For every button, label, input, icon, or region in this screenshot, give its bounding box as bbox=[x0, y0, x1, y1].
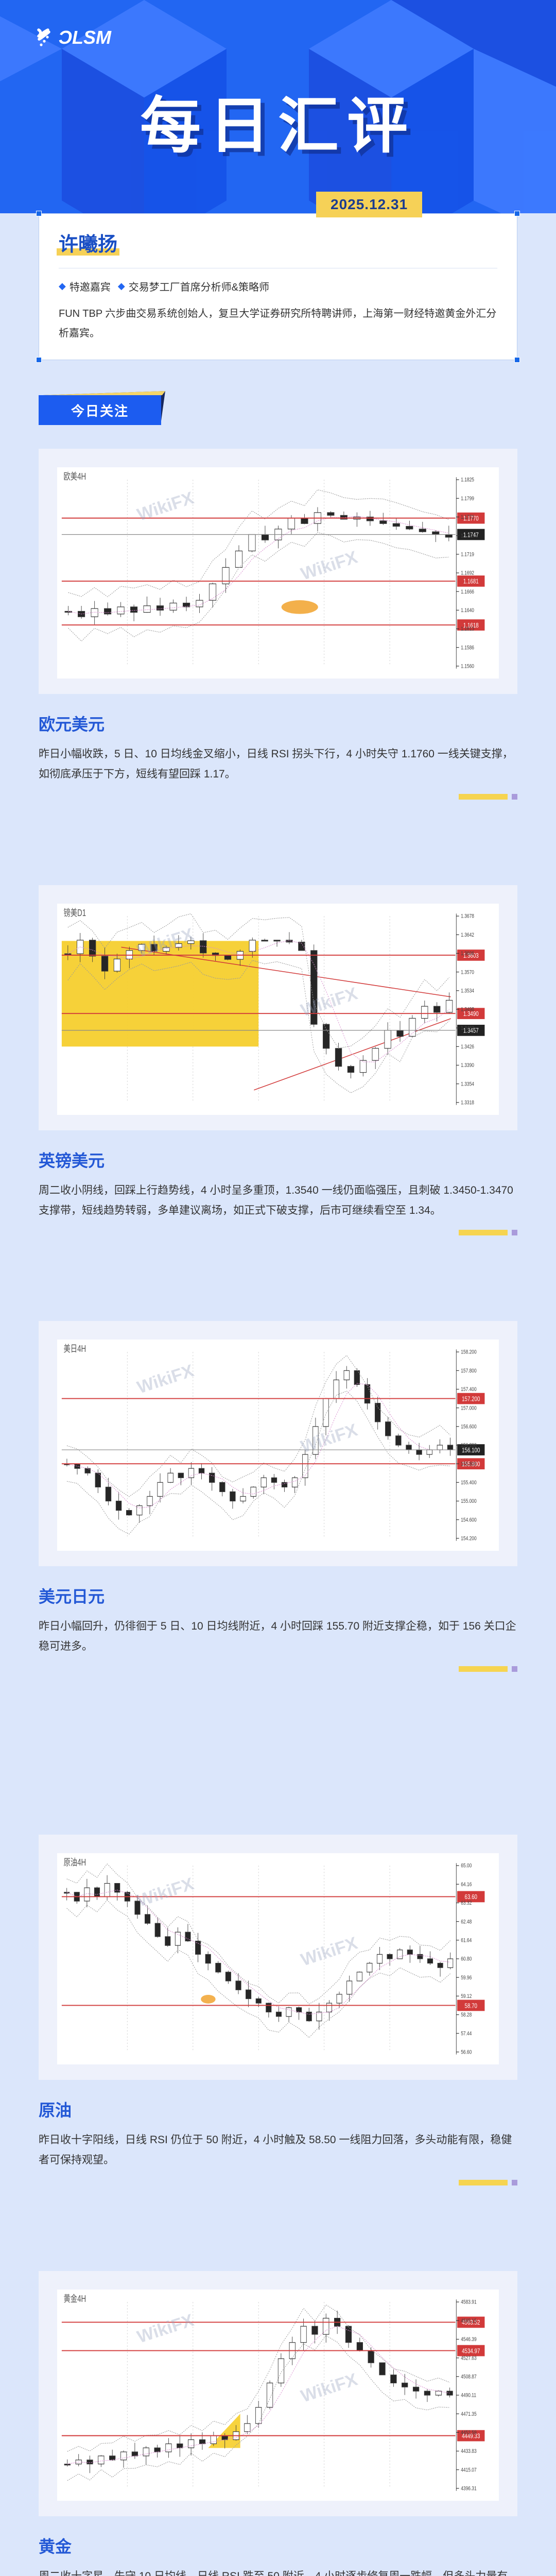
svg-text:1.3462: 1.3462 bbox=[461, 1025, 474, 1031]
svg-text:4433.83: 4433.83 bbox=[461, 2448, 477, 2455]
svg-text:158.200: 158.200 bbox=[461, 1349, 477, 1356]
svg-text:4565.15: 4565.15 bbox=[461, 2318, 477, 2325]
svg-text:1.1613: 1.1613 bbox=[461, 626, 474, 633]
svg-text:4490.11: 4490.11 bbox=[461, 2392, 476, 2399]
svg-text:1.3570: 1.3570 bbox=[461, 969, 474, 976]
svg-text:1.1681: 1.1681 bbox=[463, 578, 479, 585]
svg-text:58.70: 58.70 bbox=[465, 2002, 478, 2010]
svg-text:1.1692: 1.1692 bbox=[461, 570, 474, 577]
svg-text:155.400: 155.400 bbox=[461, 1480, 477, 1486]
svg-text:1.3534: 1.3534 bbox=[461, 988, 474, 994]
svg-text:1.3390: 1.3390 bbox=[461, 1062, 474, 1069]
svg-text:59.96: 59.96 bbox=[461, 1975, 472, 1981]
svg-text:154.200: 154.200 bbox=[461, 1536, 477, 1543]
svg-text:155.000: 155.000 bbox=[461, 1498, 477, 1505]
svg-text:1.3318: 1.3318 bbox=[461, 1099, 474, 1106]
svg-text:1.1772: 1.1772 bbox=[461, 514, 474, 521]
svg-text:原油4H: 原油4H bbox=[63, 1857, 86, 1868]
svg-text:1.1745: 1.1745 bbox=[461, 533, 474, 539]
svg-text:62.48: 62.48 bbox=[461, 1919, 472, 1925]
svg-text:1.1666: 1.1666 bbox=[461, 589, 474, 596]
svg-text:64.16: 64.16 bbox=[461, 1882, 472, 1888]
svg-text:154.600: 154.600 bbox=[461, 1517, 477, 1524]
svg-text:1.1719: 1.1719 bbox=[461, 551, 474, 558]
svg-text:157.000: 157.000 bbox=[461, 1405, 477, 1412]
svg-text:1.1799: 1.1799 bbox=[461, 496, 474, 502]
svg-text:65.00: 65.00 bbox=[461, 1863, 472, 1870]
svg-text:59.12: 59.12 bbox=[461, 1993, 472, 2000]
svg-text:4508.87: 4508.87 bbox=[461, 2374, 477, 2380]
svg-text:63.32: 63.32 bbox=[461, 1900, 472, 1907]
svg-text:欧美4H: 欧美4H bbox=[63, 471, 86, 482]
svg-text:4534.97: 4534.97 bbox=[462, 2347, 480, 2355]
svg-text:1.1825: 1.1825 bbox=[461, 477, 474, 484]
svg-text:4546.39: 4546.39 bbox=[461, 2336, 477, 2343]
svg-text:4583.91: 4583.91 bbox=[461, 2299, 477, 2306]
svg-text:157.200: 157.200 bbox=[462, 1395, 480, 1403]
svg-text:60.80: 60.80 bbox=[461, 1956, 472, 1963]
svg-text:1.1640: 1.1640 bbox=[461, 607, 474, 614]
svg-text:58.28: 58.28 bbox=[461, 2012, 472, 2019]
svg-text:4415.07: 4415.07 bbox=[461, 2467, 477, 2473]
svg-text:4471.35: 4471.35 bbox=[461, 2411, 477, 2417]
svg-text:1.3678: 1.3678 bbox=[461, 913, 474, 920]
svg-text:1.1586: 1.1586 bbox=[461, 645, 474, 651]
svg-text:1.3606: 1.3606 bbox=[461, 951, 474, 957]
svg-text:157.400: 157.400 bbox=[461, 1386, 477, 1393]
svg-text:镑美D1: 镑美D1 bbox=[63, 908, 86, 918]
svg-text:4396.31: 4396.31 bbox=[461, 2485, 477, 2492]
svg-text:56.60: 56.60 bbox=[461, 2049, 472, 2056]
svg-text:黄金4H: 黄金4H bbox=[63, 2294, 86, 2304]
svg-text:57.44: 57.44 bbox=[461, 2030, 472, 2037]
svg-text:1.1560: 1.1560 bbox=[461, 663, 474, 670]
svg-text:1.3426: 1.3426 bbox=[461, 1044, 474, 1050]
svg-text:156.200: 156.200 bbox=[461, 1443, 477, 1449]
svg-text:155.800: 155.800 bbox=[461, 1461, 477, 1468]
svg-text:美日4H: 美日4H bbox=[63, 1344, 86, 1354]
svg-text:157.800: 157.800 bbox=[461, 1368, 477, 1375]
svg-text:61.64: 61.64 bbox=[461, 1937, 472, 1944]
svg-text:1.3354: 1.3354 bbox=[461, 1081, 474, 1088]
svg-text:4452.59: 4452.59 bbox=[461, 2430, 477, 2436]
svg-text:156.600: 156.600 bbox=[461, 1424, 477, 1431]
svg-text:1.3642: 1.3642 bbox=[461, 931, 474, 938]
svg-text:4527.63: 4527.63 bbox=[461, 2355, 477, 2362]
svg-text:1.3498: 1.3498 bbox=[461, 1006, 474, 1013]
